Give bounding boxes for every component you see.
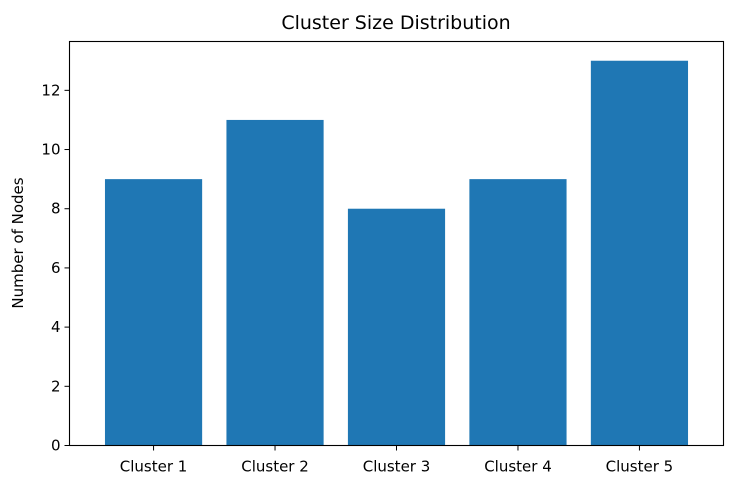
bar-2 [226,119,324,446]
y-tick-label: 4 [51,318,61,336]
y-axis-ticks: 0 2 4 6 8 10 12 [41,81,70,455]
x-axis-ticks: Cluster 1 Cluster 2 Cluster 3 Cluster 4 Clus… [120,445,674,476]
bar-3 [347,208,446,446]
x-tick-label: Cluster 2 [241,458,309,476]
x-tick-label: Cluster 1 [120,458,188,476]
y-tick-label: 10 [41,141,60,159]
bar-5 [590,60,689,446]
y-tick-label: 8 [51,200,61,218]
y-tick-label: 2 [51,377,61,395]
bar-4 [469,179,567,446]
x-tick-label: Cluster 3 [363,458,431,476]
x-tick-label: Cluster 4 [484,458,552,476]
y-tick-label: 6 [51,259,61,277]
y-tick-label: 0 [51,437,61,455]
x-tick-label: Cluster 5 [606,458,674,476]
y-axis-label: Number of Nodes [9,177,27,308]
plot-frame [68,40,725,447]
bars-group [104,60,689,446]
y-tick-label: 12 [41,81,60,99]
bar-1 [104,179,203,446]
chart-title: Cluster Size Distribution [281,12,510,34]
